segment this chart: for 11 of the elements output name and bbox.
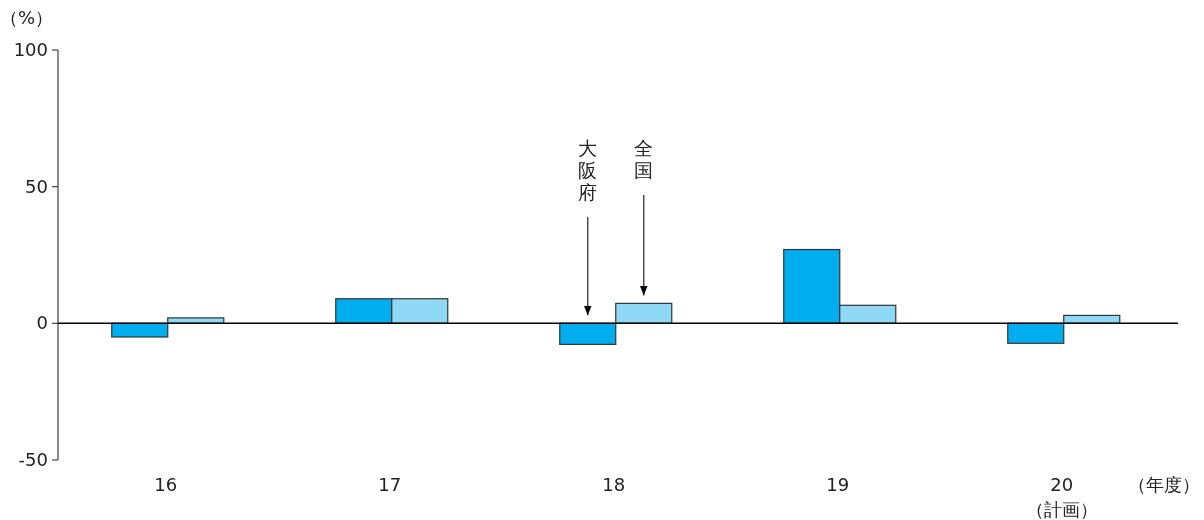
x-tick-label: 19 <box>826 474 850 495</box>
y-tick-label: 50 <box>25 175 48 197</box>
y-tick-label: 100 <box>13 39 48 60</box>
x-tick-label: 17 <box>378 474 402 495</box>
y-axis-title: （%） <box>0 7 54 28</box>
y-tick-label: 0 <box>36 312 48 334</box>
x-axis-title: （年度） <box>1128 474 1200 495</box>
y-tick-label: -50 <box>18 449 48 470</box>
x-tick-label: 18 <box>602 474 626 495</box>
x-tick-label: 20（計画） <box>1025 474 1098 520</box>
x-tick-label: 16 <box>154 474 178 495</box>
